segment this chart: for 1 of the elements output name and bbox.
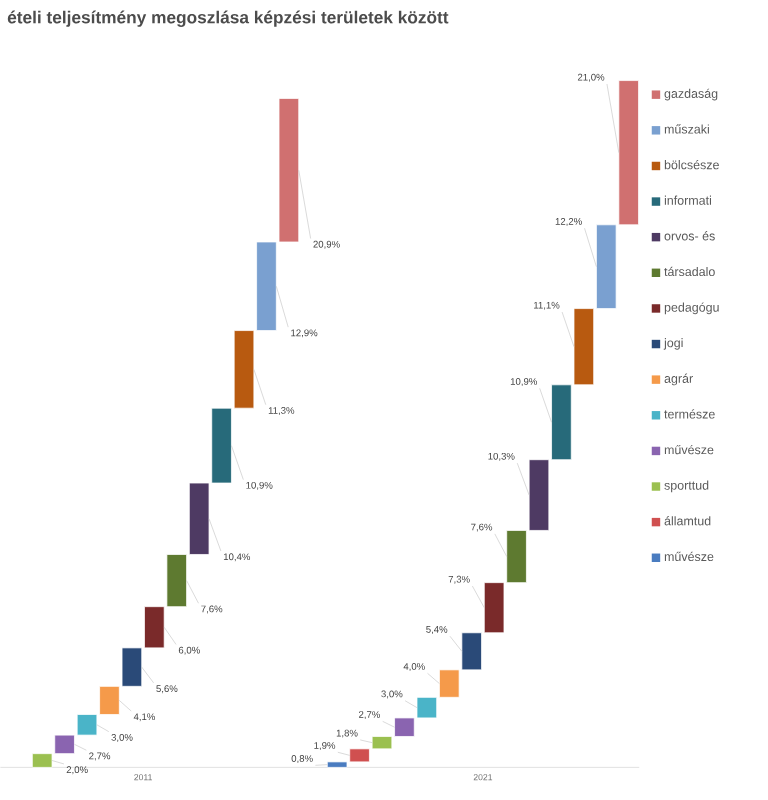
chart-title: ételi teljesítmény megoszlása képzési területek között — [7, 10, 449, 27]
